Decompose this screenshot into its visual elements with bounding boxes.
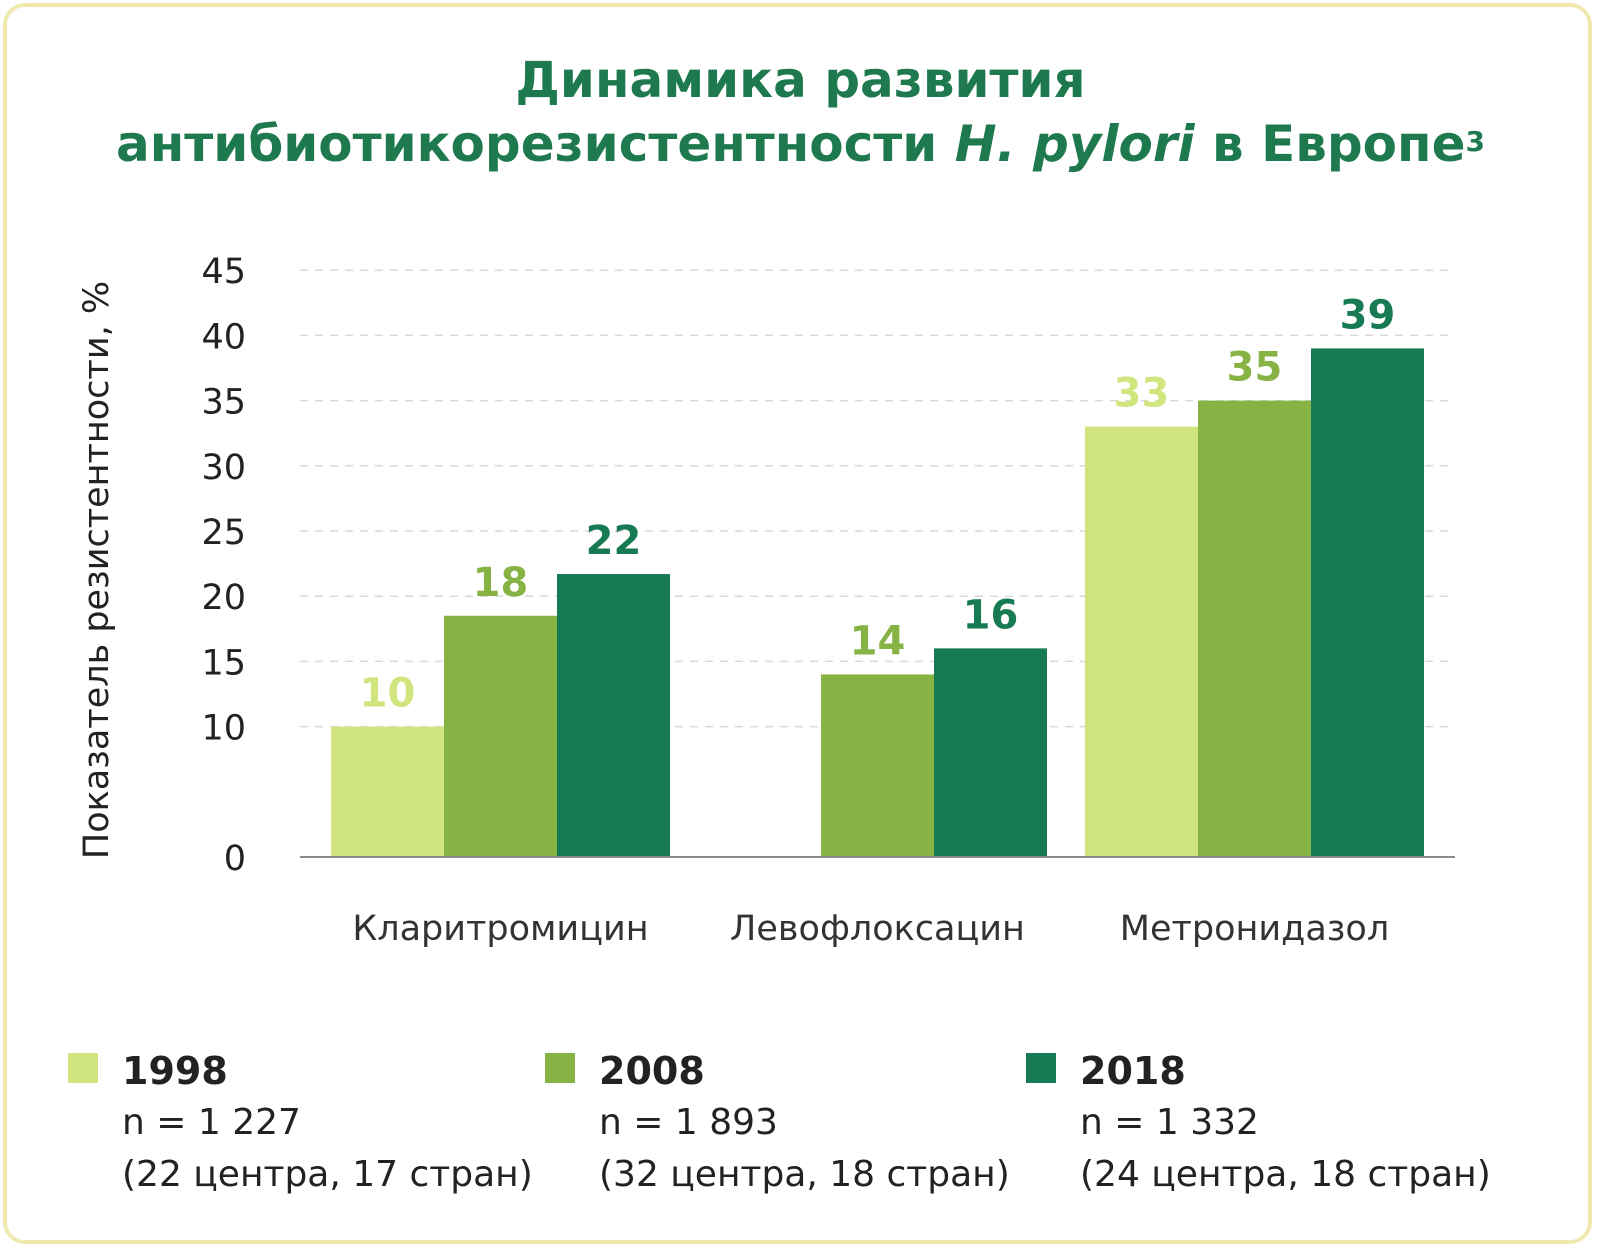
value-label-1998-1: 10: [360, 671, 416, 717]
legend-n: n = 1 893: [599, 1102, 778, 1143]
category-label: Метронидазол: [1120, 909, 1389, 949]
bar-1998-3: [1085, 426, 1198, 857]
title-line-2-pre: антибиотикорезистентности: [116, 115, 955, 173]
y-tick-label: 30: [201, 448, 246, 488]
bar-chart: 0 10 15 20 25 30 35 40 45 10 18 22 14 16 33 35 39 Клари…: [77, 252, 1455, 949]
bar-2008-3: [1198, 400, 1311, 857]
y-axis-ticks: 0 10 15 20 25 30 35 40 45: [201, 252, 246, 879]
title-line-1: Динамика развития: [515, 51, 1086, 109]
legend-year: 2008: [599, 1049, 705, 1093]
y-tick-label: 0: [224, 839, 246, 879]
bar-2018-2: [934, 648, 1047, 857]
legend-note: (22 центра, 17 стран): [122, 1154, 533, 1195]
legend-year: 1998: [122, 1049, 228, 1093]
legend-note: (24 центра, 18 стран): [1080, 1154, 1491, 1195]
legend-swatch-2018: [1026, 1053, 1056, 1083]
y-axis-label: Показатель резистентности, %: [77, 281, 117, 859]
value-label-1998-3: 33: [1114, 371, 1170, 417]
category-label: Кларитромицин: [352, 909, 648, 949]
y-tick-label: 10: [201, 709, 246, 749]
y-tick-label: 15: [201, 643, 246, 683]
category-labels: Кларитромицин Левофлоксацин Метронидазол: [352, 909, 1389, 949]
title-species: H. pylori: [954, 115, 1195, 173]
value-label-2018-1: 22: [586, 518, 642, 564]
y-tick-label: 35: [201, 383, 246, 423]
bar-2018-1: [557, 574, 670, 857]
category-label: Левофлоксацин: [730, 909, 1025, 949]
legend-year: 2018: [1080, 1049, 1186, 1093]
legend-n: n = 1 332: [1080, 1102, 1259, 1143]
bars: [331, 348, 1424, 857]
y-tick-label: 45: [201, 252, 246, 292]
value-labels: 10 18 22 14 16 33 35 39: [360, 292, 1396, 716]
value-label-2008-3: 35: [1227, 345, 1283, 391]
bar-2008-2: [821, 674, 934, 857]
title-line-2: антибиотикорезистентности H. pylori в Ев…: [0, 112, 1601, 176]
y-tick-label: 20: [201, 578, 246, 618]
legend-note: (32 центра, 18 стран): [599, 1154, 1010, 1195]
title-footnote-ref: 3: [1465, 125, 1485, 158]
legend-n: n = 1 227: [122, 1102, 301, 1143]
legend-swatch-2008: [545, 1053, 575, 1083]
value-label-2008-1: 18: [473, 560, 529, 606]
bar-1998-1: [331, 726, 444, 857]
bar-2018-3: [1311, 348, 1424, 857]
value-label-2018-3: 39: [1340, 292, 1396, 338]
title-line-2-post: в Европе: [1194, 115, 1466, 173]
value-label-2008-2: 14: [850, 618, 906, 664]
chart-title: Динамика развития антибиотикорезистентно…: [0, 48, 1601, 176]
bar-2008-1: [444, 615, 557, 857]
y-tick-label: 25: [201, 513, 246, 553]
value-label-2018-2: 16: [963, 592, 1019, 638]
legend-swatch-1998: [68, 1053, 98, 1083]
y-tick-label: 40: [201, 317, 246, 357]
